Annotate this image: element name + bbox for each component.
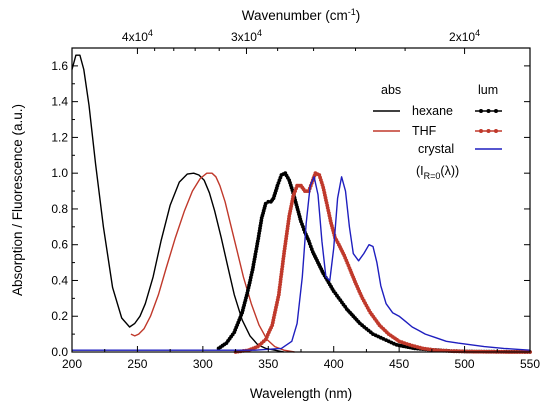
top-axis-title: Wavenumber (cm-1) <box>242 7 361 23</box>
legend-hexane-lum-marker <box>494 109 498 113</box>
y-tick-label: 1.2 <box>51 130 68 144</box>
x-tick-label: 400 <box>324 357 344 371</box>
legend-thf-label: THF <box>412 124 437 138</box>
legend-header-abs: abs <box>381 83 401 97</box>
axis-layer: 200 250 300 350 400 450 500 550 0.0 0.2 0.4 0.6 0.8 1… <box>51 28 540 371</box>
legend-crystal-note: (IR=0(λ)) <box>416 164 459 181</box>
y-axis-title: Absorption / Fluorescence (a.u.) <box>10 104 25 296</box>
y-tick-label: 0.0 <box>51 345 68 359</box>
x-tick-label: 550 <box>520 357 540 371</box>
top-tick-label: 2x104 <box>449 28 480 44</box>
legend-thf-lum-marker <box>486 129 491 133</box>
y-tick-label: 0.2 <box>51 309 68 323</box>
legend: abs lum hexane THF crystal (IR=0(λ)) <box>373 83 502 181</box>
x-tick-label: 450 <box>389 357 409 371</box>
y-tick-label: 0.4 <box>51 273 68 287</box>
x-tick-label: 300 <box>193 357 213 371</box>
legend-crystal-label: crystal <box>418 142 454 156</box>
legend-thf-lum-marker <box>494 129 498 133</box>
legend-header-lum: lum <box>478 83 498 97</box>
top-tick-label: 4x104 <box>122 28 153 44</box>
y-tick-label: 1.4 <box>51 95 68 109</box>
legend-hexane-lum-marker <box>479 109 483 113</box>
y-tick-label: 1.0 <box>51 166 68 180</box>
legend-hexane-label: hexane <box>412 104 453 118</box>
series-point-hexane-lum <box>266 199 271 204</box>
x-tick-label: 500 <box>455 357 475 371</box>
x-axis-title: Wavelength (nm) <box>250 386 352 401</box>
legend-thf-lum-marker <box>479 129 483 133</box>
series-layer <box>71 54 532 354</box>
top-tick-label: 3x104 <box>231 28 262 44</box>
y-tick-label: 1.6 <box>51 59 68 73</box>
y-tick-label: 0.6 <box>51 238 68 252</box>
x-tick-label: 250 <box>127 357 147 371</box>
x-tick-label: 200 <box>62 357 82 371</box>
legend-hexane-lum-marker <box>486 109 491 113</box>
series-line-crystal-lum <box>72 176 531 351</box>
y-tick-label: 0.8 <box>51 202 68 216</box>
x-tick-label: 350 <box>258 357 278 371</box>
series-line-thf-abs <box>130 172 295 353</box>
